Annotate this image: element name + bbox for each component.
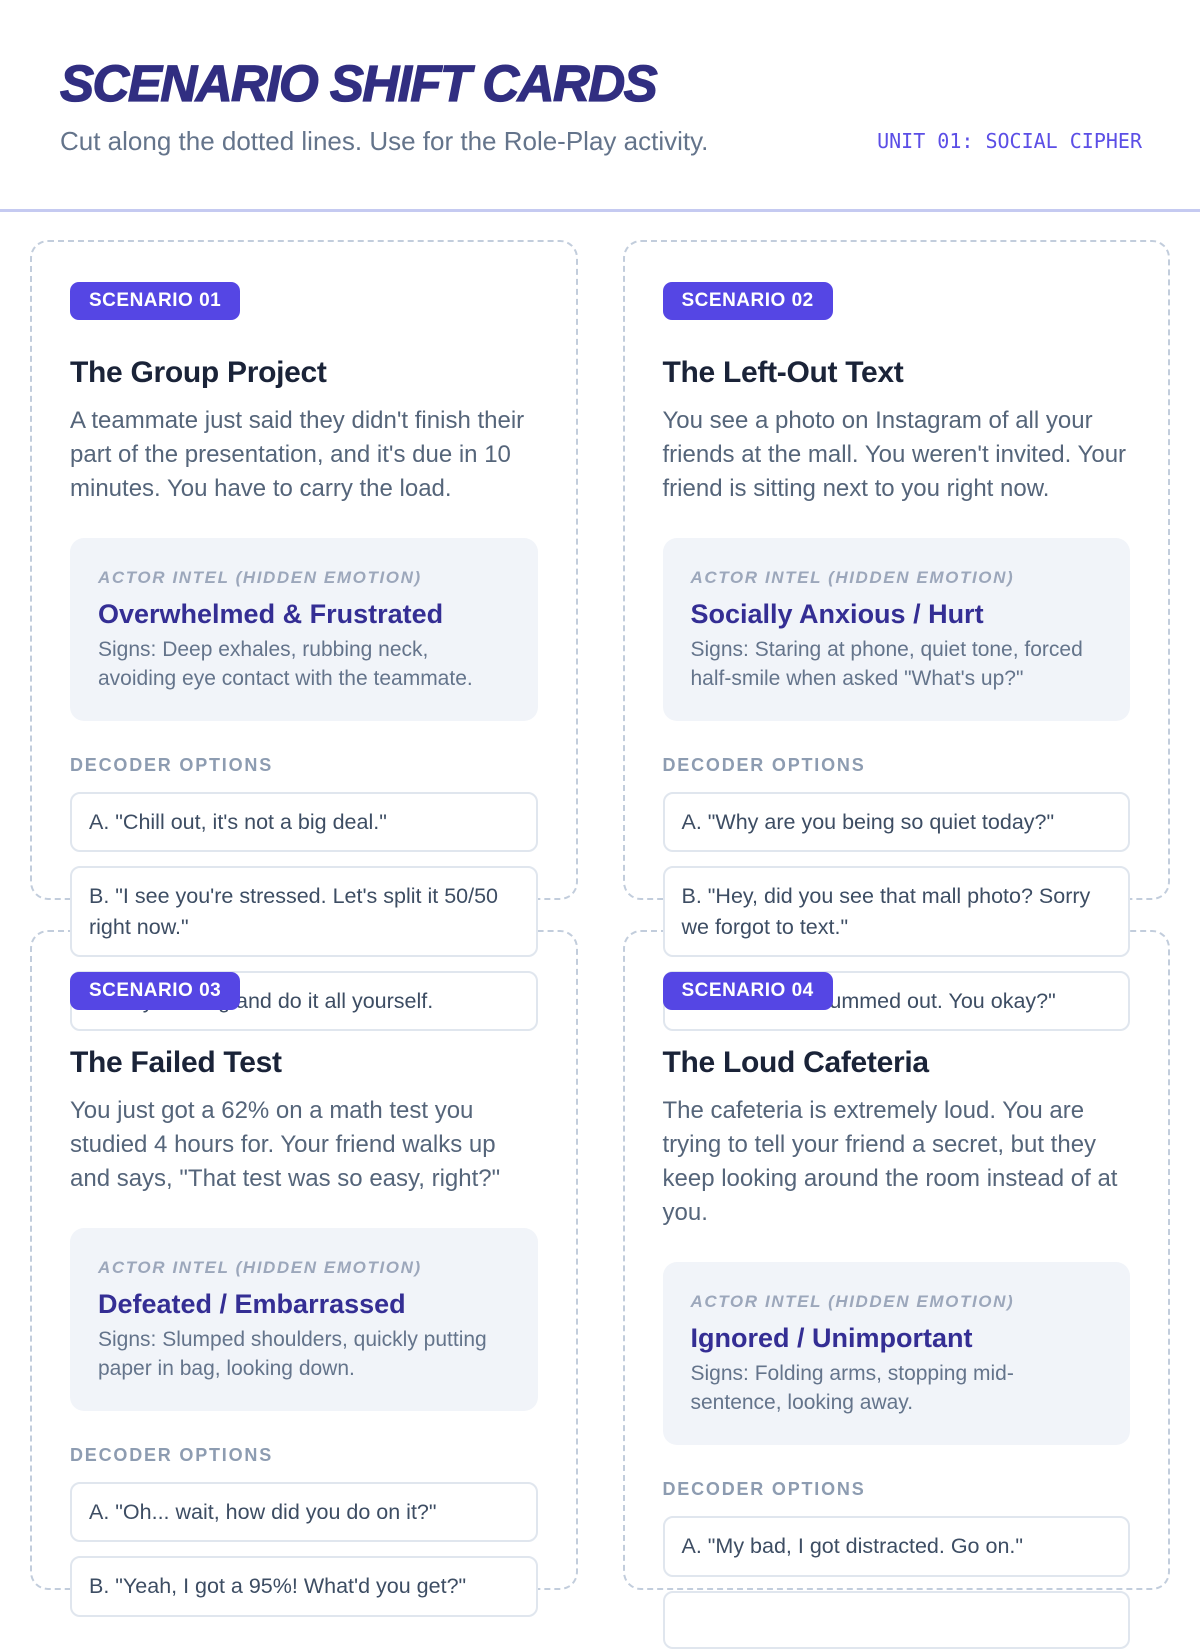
- hidden-emotion: Socially Anxious / Hurt: [690, 599, 984, 630]
- actor-intel-box: ACTOR INTEL (HIDDEN EMOTION) Socially An…: [662, 538, 1130, 722]
- decoder-option-a: A. "Chill out, it's not a big deal.": [70, 792, 538, 853]
- decoder-options-label: DECODER OPTIONS: [662, 755, 866, 776]
- emotion-signs: Signs: Deep exhales, rubbing neck, avoid…: [98, 638, 473, 690]
- decoder-option-b: [662, 1590, 1130, 1649]
- scenario-badge: SCENARIO 02: [662, 282, 833, 320]
- decoder-option-a: A. "Why are you being so quiet today?": [662, 792, 1130, 853]
- page-title: SCENARIO SHIFT CARDS: [59, 54, 658, 112]
- card-title: The Failed Test: [70, 1046, 282, 1079]
- unit-label: UNIT 01: SOCIAL CIPHER: [877, 129, 1142, 153]
- hidden-emotion: Defeated / Embarrassed: [98, 1289, 406, 1320]
- actor-intel-box: ACTOR INTEL (HIDDEN EMOTION) Defeated / …: [70, 1228, 538, 1412]
- card-title: The Loud Cafeteria: [662, 1046, 930, 1079]
- page-header: SCENARIO SHIFT CARDS Cut along the dotte…: [0, 0, 1200, 157]
- hidden-emotion: Ignored / Unimportant: [690, 1323, 973, 1354]
- decoder-option-a: A. "My bad, I got distracted. Go on.": [662, 1516, 1130, 1577]
- decoder-options-label: DECODER OPTIONS: [662, 1479, 866, 1500]
- scenario-card-03: SCENARIO 03 The Failed Test You just got…: [30, 930, 578, 1617]
- card-description: A teammate just said they didn't finish …: [70, 407, 525, 503]
- header-left: SCENARIO SHIFT CARDS Cut along the dotte…: [59, 54, 709, 157]
- decoder-option-a: A. "Oh... wait, how did you do on it?": [70, 1482, 538, 1543]
- cards-grid: SCENARIO 01 The Group Project A teammate…: [0, 212, 1200, 1649]
- scenario-badge: SCENARIO 01: [70, 282, 241, 320]
- scenario-card-02: SCENARIO 02 The Left-Out Text You see a …: [622, 240, 1170, 1031]
- card-title: The Group Project: [70, 356, 327, 389]
- header-divider: [0, 209, 1200, 212]
- emotion-signs: Signs: Folding arms, stopping mid-senten…: [690, 1362, 1014, 1414]
- scenario-badge: SCENARIO 04: [662, 972, 833, 1010]
- actor-intel-label: ACTOR INTEL (HIDDEN EMOTION): [98, 1258, 422, 1278]
- emotion-signs: Signs: Staring at phone, quiet tone, for…: [690, 638, 1083, 690]
- emotion-signs: Signs: Slumped shoulders, quickly puttin…: [98, 1328, 487, 1380]
- hidden-emotion: Overwhelmed & Frustrated: [98, 599, 444, 630]
- actor-intel-box: ACTOR INTEL (HIDDEN EMOTION) Overwhelmed…: [70, 538, 538, 722]
- scenario-badge: SCENARIO 03: [70, 972, 241, 1010]
- decoder-option-b: B. "Yeah, I got a 95%! What'd you get?": [70, 1556, 538, 1617]
- page-subtitle: Cut along the dotted lines. Use for the …: [60, 126, 709, 156]
- card-description: The cafeteria is extremely loud. You are…: [662, 1097, 1118, 1227]
- actor-intel-label: ACTOR INTEL (HIDDEN EMOTION): [98, 568, 422, 588]
- decoder-option-b: B. "Hey, did you see that mall photo? So…: [662, 866, 1130, 957]
- actor-intel-label: ACTOR INTEL (HIDDEN EMOTION): [690, 1292, 1015, 1312]
- card-description: You just got a 62% on a math test you st…: [70, 1097, 501, 1193]
- actor-intel-box: ACTOR INTEL (HIDDEN EMOTION) Ignored / U…: [662, 1262, 1130, 1446]
- decoder-options-label: DECODER OPTIONS: [70, 755, 274, 776]
- card-title: The Left-Out Text: [662, 356, 904, 389]
- decoder-options-label: DECODER OPTIONS: [70, 1445, 274, 1466]
- card-description: You see a photo on Instagram of all your…: [662, 407, 1127, 503]
- actor-intel-label: ACTOR INTEL (HIDDEN EMOTION): [690, 568, 1015, 588]
- scenario-card-01: SCENARIO 01 The Group Project A teammate…: [30, 240, 578, 1031]
- decoder-option-b: B. "I see you're stressed. Let's split i…: [70, 866, 538, 957]
